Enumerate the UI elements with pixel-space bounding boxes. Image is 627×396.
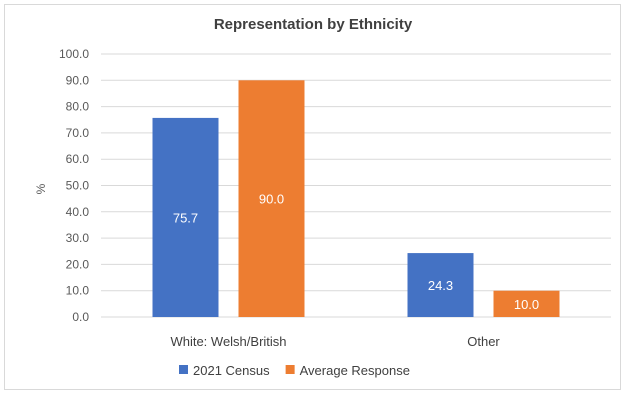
bar [152,117,219,317]
legend-swatch [179,365,188,374]
y-axis-ticks: 0.0 10.0 20.0 30.0 40.0 50.0 60.0 70.0 80.0 90.0 1… [59,47,89,324]
bar [238,80,305,317]
y-tick-label: 10.0 [66,284,90,298]
bar-value-label: 90.0 [259,192,284,207]
legend: 2021 Census Average Response [179,363,410,378]
legend-swatch [285,365,295,374]
y-tick-label: 40.0 [66,205,90,219]
y-tick-label: 80.0 [66,100,90,114]
y-tick-label: 90.0 [66,73,90,87]
bar-value-label: 24.3 [428,278,453,293]
y-tick-label: 0.0 [72,310,89,324]
chart-title: Representation by Ethnicity [214,16,413,33]
x-category-label: White: Welsh/British [170,334,286,349]
bar-labels: 75.7 90.0 24.3 10.0 [173,192,539,312]
x-category-label: Other [467,334,500,349]
x-axis-categories: White: Welsh/British Other [170,334,500,349]
bar-value-label: 75.7 [173,210,198,225]
y-tick-label: 30.0 [66,231,90,245]
y-tick-label: 20.0 [66,257,90,271]
bar-value-label: 10.0 [514,297,539,312]
bar [493,290,560,317]
bar [407,253,474,317]
legend-entry-label: 2021 Census [193,363,270,378]
y-tick-label: 70.0 [66,126,90,140]
y-tick-label: 50.0 [66,179,90,193]
bar-chart: Representation by Ethnicity % 0.0 10.0 20.… [34,16,611,378]
y-tick-label: 100.0 [59,47,89,61]
legend-entry-label: Average Response [300,363,410,378]
chart-frame: Representation by Ethnicity % 0.0 10.0 20.… [4,4,621,390]
y-axis-label: % [34,183,48,194]
bars [152,80,560,317]
y-tick-label: 60.0 [66,152,90,166]
